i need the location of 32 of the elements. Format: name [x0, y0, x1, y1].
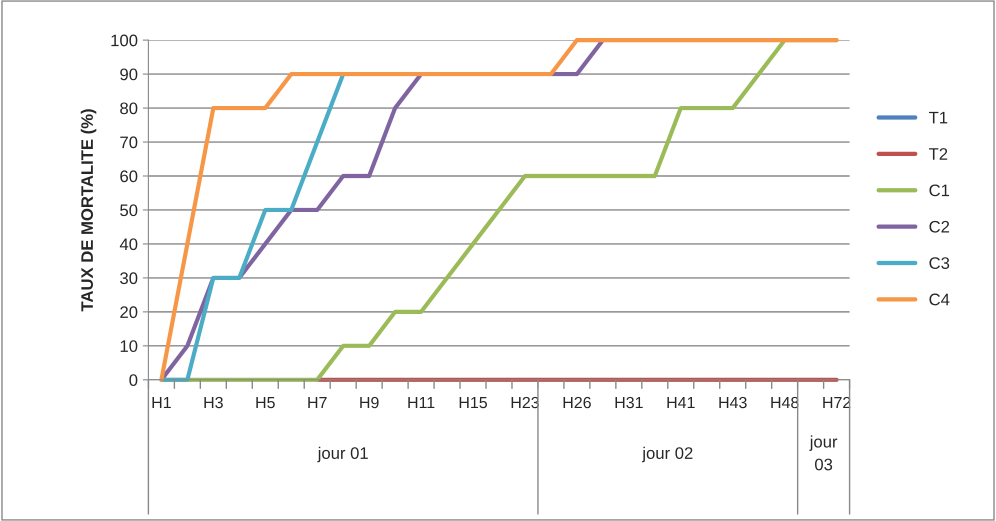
legend-label: C3 — [929, 257, 950, 269]
y-tick-label: 30 — [120, 272, 138, 284]
y-tick-label: 90 — [120, 68, 138, 80]
x-tick-label: H1 — [152, 397, 171, 408]
x-tick-label: H5 — [256, 397, 275, 408]
legend-label: C2 — [929, 220, 950, 233]
x-tick-label: H31 — [616, 396, 643, 408]
text: jour 03 — [809, 435, 838, 470]
x-tick-label: H26 — [564, 396, 591, 408]
y-tick-label: 20 — [120, 306, 138, 318]
legend-label: C1 — [929, 184, 950, 196]
legend-label: T1 — [928, 112, 948, 124]
x-tick-label: H9 — [360, 396, 379, 408]
legend-label: C4 — [929, 294, 950, 306]
x-tick-label: H41 — [667, 397, 695, 408]
y-tick-label: 0 — [129, 374, 138, 386]
y-axis-title: TAUX DE MORTALITE (%) — [80, 109, 96, 312]
y-tick-label: 80 — [120, 102, 138, 114]
x-tick-label: H43 — [719, 396, 747, 408]
y-tick-label: 50 — [120, 204, 138, 216]
text: jour 01 — [317, 446, 368, 462]
y-tick-label: 70 — [120, 136, 138, 148]
y-tick-label: 40 — [120, 238, 138, 250]
x-tick-label: H11 — [408, 397, 434, 408]
y-tick-label: 60 — [120, 170, 138, 182]
y-tick-label: 100 — [111, 34, 138, 46]
y-tick-label: 10 — [120, 340, 138, 352]
x-tick-label: H7 — [308, 397, 327, 408]
legend-label: T2 — [928, 148, 948, 160]
text: jour 02 — [642, 446, 692, 462]
x-tick-label: H15 — [460, 397, 488, 408]
x-tick-label: H3 — [204, 396, 223, 408]
